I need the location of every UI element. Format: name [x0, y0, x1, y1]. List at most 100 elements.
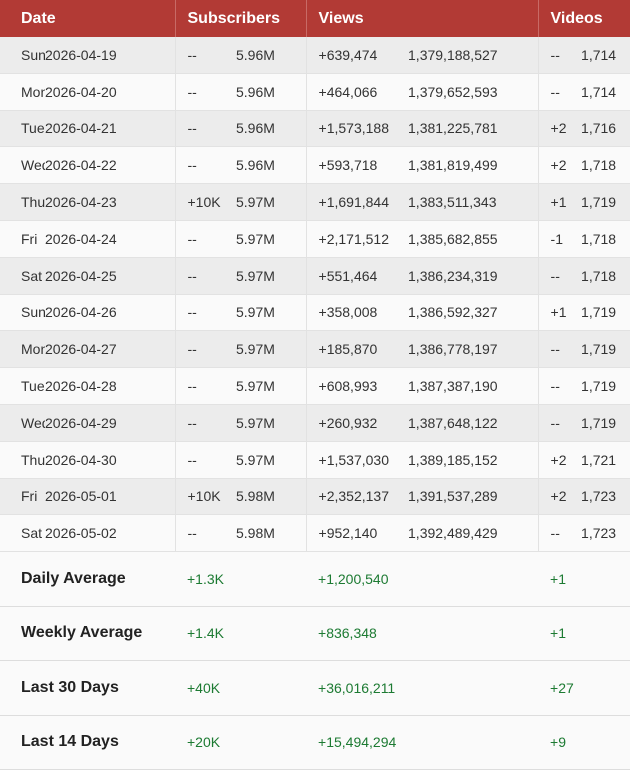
video-change-cell: +2	[537, 110, 582, 148]
summary-label: Last 30 Days	[0, 660, 175, 716]
views-change-cell: +464,066	[305, 73, 409, 111]
views-change-cell: +1,537,030	[305, 441, 409, 479]
column-header-subscribers[interactable]: Subscribers	[174, 0, 307, 37]
date-cell: 2026-04-28	[45, 367, 175, 405]
views-change-cell: +2,171,512	[305, 220, 409, 258]
video-total-cell: 1,723	[581, 514, 630, 553]
views-total-cell: 1,386,778,197	[408, 330, 539, 369]
views-total-cell: 1,387,648,122	[408, 404, 539, 442]
views-total-cell: 1,381,819,499	[408, 146, 539, 185]
summary-label: Last 14 Days	[0, 715, 175, 770]
day-cell: Fri	[0, 220, 45, 258]
video-total-cell: 1,719	[581, 294, 630, 332]
table-row: Mon2026-04-20--5.96M+464,0661,379,652,59…	[0, 73, 630, 111]
video-change-cell: --	[537, 37, 582, 74]
views-change-cell: +1,573,188	[305, 110, 409, 148]
video-change-cell: +1	[537, 183, 582, 221]
views-change-cell: +608,993	[305, 367, 409, 405]
views-total-cell: 1,392,489,429	[408, 514, 539, 553]
day-cell: Sat	[0, 514, 45, 553]
subscriber-change-cell: --	[174, 257, 236, 295]
table-row: Fri 2026-04-24 -- 5.97M +2,171,512 1,385,682,…	[0, 220, 630, 258]
table-row: Wed2026-04-29--5.97M+260,9321,387,648,12…	[0, 404, 630, 442]
subscriber-total-cell: 5.98M	[236, 478, 307, 516]
views-change-cell: +639,474	[305, 37, 409, 74]
subscriber-change-cell: --	[174, 73, 236, 111]
video-change-cell: --	[537, 330, 582, 369]
day-cell: Sun	[0, 37, 45, 74]
summary-subscribers: +1.4K	[175, 606, 307, 662]
views-total-cell: 1,391,537,289	[408, 478, 539, 516]
day-cell: Fri	[0, 478, 45, 516]
day-cell: Mon	[0, 330, 45, 369]
video-total-cell: 1,719	[581, 404, 630, 442]
views-change-cell: +952,140	[305, 514, 409, 553]
date-cell: 2026-04-27	[45, 330, 175, 369]
table-header-row: Date Subscribers Views Videos	[0, 0, 630, 37]
column-header-videos[interactable]: Videos	[537, 0, 630, 37]
summary-videos: +9	[538, 715, 630, 770]
subscriber-total-cell: 5.97M	[236, 441, 307, 479]
subscriber-change-cell: --	[174, 404, 236, 442]
video-total-cell: 1,719	[581, 330, 630, 369]
views-total-cell: 1,385,682,855	[408, 220, 539, 258]
day-cell: Thu	[0, 441, 45, 479]
video-change-cell: --	[537, 367, 582, 405]
date-cell: 2026-04-23	[45, 183, 175, 221]
date-cell: 2026-04-26	[45, 294, 175, 332]
daily-rows: Sun 2026-04-19 -- 5.96M +639,474 1,379,188,52…	[0, 37, 630, 553]
date-cell: 2026-04-19	[45, 37, 175, 74]
views-total-cell: 1,386,592,327	[408, 294, 539, 332]
table-row: Mon2026-04-27--5.97M+185,8701,386,778,19…	[0, 330, 630, 369]
day-cell: Wed	[0, 146, 45, 185]
date-cell: 2026-05-02	[45, 514, 175, 553]
column-header-views[interactable]: Views	[305, 0, 539, 37]
views-total-cell: 1,379,652,593	[408, 73, 539, 111]
subscriber-change-cell: --	[174, 330, 236, 369]
subscriber-total-cell: 5.97M	[236, 404, 307, 442]
subscriber-change-cell: --	[174, 37, 236, 74]
subscriber-total-cell: 5.96M	[236, 37, 307, 74]
table-row: Thu 2026-04-23 +10K 5.97M +1,691,844 1,383,51…	[0, 183, 630, 221]
video-total-cell: 1,718	[581, 220, 630, 258]
views-change-cell: +1,691,844	[305, 183, 409, 221]
column-header-date[interactable]: Date	[0, 0, 175, 37]
video-change-cell: +2	[537, 478, 582, 516]
video-total-cell: 1,723	[581, 478, 630, 516]
date-cell: 2026-04-25	[45, 257, 175, 295]
subscriber-total-cell: 5.97M	[236, 183, 307, 221]
subscriber-change-cell: +10K	[174, 183, 236, 221]
table-row: Tue 2026-04-21 -- 5.96M +1,573,188 1,381,225,…	[0, 110, 630, 148]
views-total-cell: 1,387,387,190	[408, 367, 539, 405]
views-change-cell: +185,870	[305, 330, 409, 369]
subscriber-change-cell: --	[174, 367, 236, 405]
summary-views: +36,016,211	[306, 660, 539, 716]
subscriber-change-cell: --	[174, 441, 236, 479]
date-cell: 2026-04-29	[45, 404, 175, 442]
video-change-cell: --	[537, 404, 582, 442]
subscriber-total-cell: 5.97M	[236, 367, 307, 405]
table-row: Fri 2026-05-01 +10K 5.98M +2,352,137 1,391,53…	[0, 478, 630, 516]
subscriber-change-cell: --	[174, 146, 236, 185]
subscriber-total-cell: 5.98M	[236, 514, 307, 553]
video-total-cell: 1,718	[581, 146, 630, 185]
video-total-cell: 1,721	[581, 441, 630, 479]
day-cell: Sat	[0, 257, 45, 295]
subscriber-total-cell: 5.96M	[236, 110, 307, 148]
day-cell: Tue	[0, 367, 45, 405]
table-row: Tue 2026-04-28 -- 5.97M +608,993 1,387,387,19…	[0, 367, 630, 405]
views-change-cell: +551,464	[305, 257, 409, 295]
subscriber-total-cell: 5.97M	[236, 294, 307, 332]
summary-views: +836,348	[306, 606, 539, 662]
subscriber-change-cell: --	[174, 294, 236, 332]
video-total-cell: 1,714	[581, 37, 630, 74]
summary-row: Weekly Average +1.4K +836,348 +1	[0, 606, 630, 662]
views-change-cell: +260,932	[305, 404, 409, 442]
day-cell: Tue	[0, 110, 45, 148]
summary-subscribers: +40K	[175, 660, 307, 716]
summary-subscribers: +20K	[175, 715, 307, 770]
subscriber-total-cell: 5.96M	[236, 146, 307, 185]
subscriber-change-cell: +10K	[174, 478, 236, 516]
summary-label: Daily Average	[0, 551, 175, 607]
views-change-cell: +358,008	[305, 294, 409, 332]
